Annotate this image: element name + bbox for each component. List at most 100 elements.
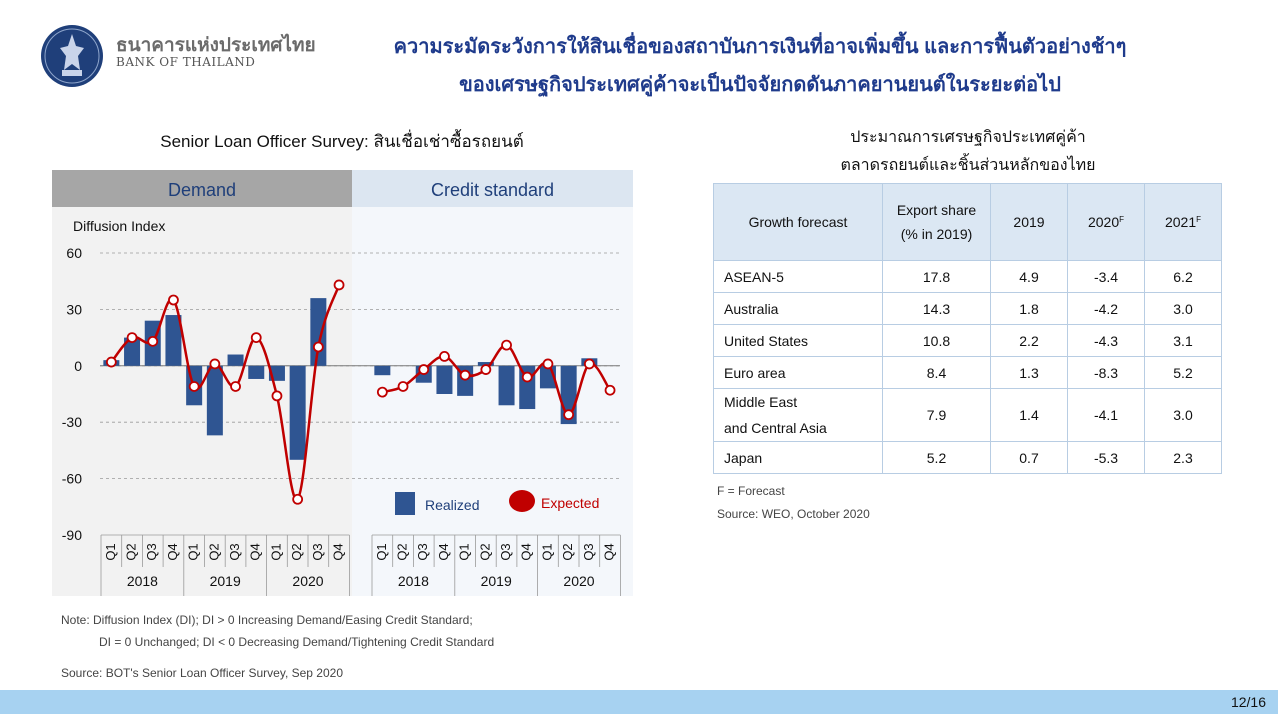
expected-marker: [439, 350, 450, 362]
expected-marker: [126, 332, 138, 344]
export-share-cell: 10.8: [882, 324, 991, 357]
bank-name-english: BANK OF THAILAND: [116, 55, 256, 69]
table-title: ประมาณการเศรษฐกิจประเทศคู่ค้า ตลาดรถยนต์…: [713, 124, 1223, 180]
country-cell: ASEAN-5: [713, 260, 883, 293]
expected-marker: [188, 381, 200, 392]
realized-bar: [248, 365, 265, 379]
bank-logo-icon: [41, 25, 103, 87]
table-row: Australia 14.3 1.8 -4.2 3.0: [713, 292, 1222, 325]
growth-2020-cell: -4.2: [1067, 292, 1145, 325]
forecast-marker: F: [1196, 215, 1202, 224]
chart-source: Source: BOT's Senior Loan Officer Survey…: [61, 666, 343, 680]
expected-marker: [209, 358, 221, 370]
growth-2019-cell: 1.4: [990, 388, 1068, 442]
header-export-share-line-1: Export share: [896, 202, 977, 218]
expected-marker: [230, 381, 241, 392]
realized-bar: [206, 365, 223, 436]
export-share-cell: 14.3: [882, 292, 991, 325]
country-cell: Australia: [713, 292, 883, 325]
y-tick-label: -60: [62, 471, 82, 487]
realized-bar: [374, 365, 391, 376]
year-label: 2020: [292, 573, 323, 589]
expected-marker: [333, 279, 345, 291]
growth-2021-cell: 5.2: [1144, 356, 1222, 389]
export-share-cell: 7.9: [882, 388, 991, 442]
growth-2019-cell: 4.9: [990, 260, 1068, 293]
year-label: 2019: [481, 573, 512, 589]
growth-2021-cell: 3.1: [1144, 324, 1222, 357]
y-tick-label: -90: [62, 527, 82, 543]
x-tick-label: Q2: [206, 543, 221, 560]
x-tick-label: Q1: [539, 543, 554, 560]
country-line-2: and Central Asia: [724, 420, 827, 436]
header-2020: 2020F: [1067, 183, 1145, 261]
bank-name-thai: ธนาคารแห่งประเทศไทย: [116, 34, 316, 56]
growth-2020-cell: -8.3: [1067, 356, 1145, 389]
x-tick-label: Q4: [436, 543, 451, 560]
credit-panel-header: [352, 170, 633, 207]
table-title-line-1: ประมาณการเศรษฐกิจประเทศคู่ค้า: [850, 129, 1086, 146]
realized-bar: [310, 298, 327, 366]
x-tick-label: Q1: [268, 543, 283, 560]
legend-expected-swatch: [509, 490, 535, 512]
expected-marker: [604, 384, 616, 396]
credit-panel-bg: [352, 170, 633, 596]
page-title-line-1: ความระมัดระวังการให้สินเชื่อของสถาบันการ…: [393, 36, 1127, 58]
x-tick-label: Q3: [415, 543, 430, 560]
demand-panel-label: Demand: [168, 180, 236, 200]
x-tick-label: Q2: [560, 543, 575, 560]
expected-marker: [459, 369, 471, 381]
x-tick-label: Q1: [374, 543, 389, 560]
chart-title: Senior Loan Officer Survey: สินเชื่อเช่า…: [160, 132, 524, 151]
growth-2021-cell: 3.0: [1144, 292, 1222, 325]
table-row: Middle East and Central Asia 7.9 1.4 -4.1…: [713, 388, 1222, 442]
forecast-marker: F: [1119, 215, 1125, 224]
growth-2020-cell: -3.4: [1067, 260, 1145, 293]
realized-bar: [289, 365, 306, 460]
y-axis-label: Diffusion Index: [73, 218, 165, 234]
table-row: ASEAN-5 17.8 4.9 -3.4 6.2: [713, 260, 1222, 293]
growth-2021-cell: 6.2: [1144, 260, 1222, 293]
page-number: 12/16: [1230, 694, 1266, 710]
x-tick-label: Q2: [123, 543, 138, 560]
header-2021: 2021F: [1144, 183, 1222, 261]
legend-realized-label: Realized: [425, 497, 479, 513]
growth-2019-cell: 1.3: [990, 356, 1068, 389]
legend-realized-swatch: [395, 492, 415, 515]
x-tick-label: Q4: [165, 543, 180, 560]
realized-bar: [165, 315, 182, 366]
x-tick-label: Q3: [498, 543, 513, 560]
expected-marker: [312, 341, 324, 353]
y-tick-label: 0: [74, 358, 82, 374]
expected-marker: [271, 390, 283, 402]
x-tick-label: Q1: [457, 543, 472, 560]
expected-marker: [168, 294, 179, 306]
x-tick-label: Q2: [477, 543, 492, 560]
growth-2021-cell: 2.3: [1144, 441, 1222, 474]
y-tick-label: -30: [62, 414, 82, 430]
header-2020-year: 2020: [1087, 214, 1120, 230]
year-label: 2020: [563, 573, 594, 589]
realized-bar: [498, 365, 515, 406]
footer-bar: 12/16: [0, 690, 1278, 714]
growth-2019-cell: 2.2: [990, 324, 1068, 357]
expected-marker: [418, 364, 430, 375]
y-tick-label: 30: [66, 301, 82, 317]
x-tick-label: Q3: [144, 543, 159, 560]
expected-marker: [397, 381, 409, 392]
x-tick-label: Q4: [601, 543, 616, 560]
country-line-1: Middle East: [724, 394, 798, 410]
x-tick-label: Q2: [289, 543, 304, 560]
growth-2019-cell: 1.8: [990, 292, 1068, 325]
header-growth-forecast: Growth forecast: [713, 183, 883, 261]
header-2021-year: 2021: [1164, 214, 1197, 230]
table-row: Japan 5.2 0.7 -5.3 2.3: [713, 441, 1222, 474]
realized-bar: [227, 354, 244, 366]
table-title-line-2: ตลาดรถยนต์และชิ้นส่วนหลักของไทย: [840, 157, 1096, 174]
country-cell: United States: [713, 324, 883, 357]
y-tick-label: 60: [66, 245, 82, 261]
table-header-row: Growth forecast Export share (% in 2019) …: [713, 183, 1222, 261]
expected-marker: [480, 364, 492, 375]
x-tick-label: Q3: [310, 543, 325, 560]
table-row: United States 10.8 2.2 -4.3 3.1: [713, 324, 1222, 357]
